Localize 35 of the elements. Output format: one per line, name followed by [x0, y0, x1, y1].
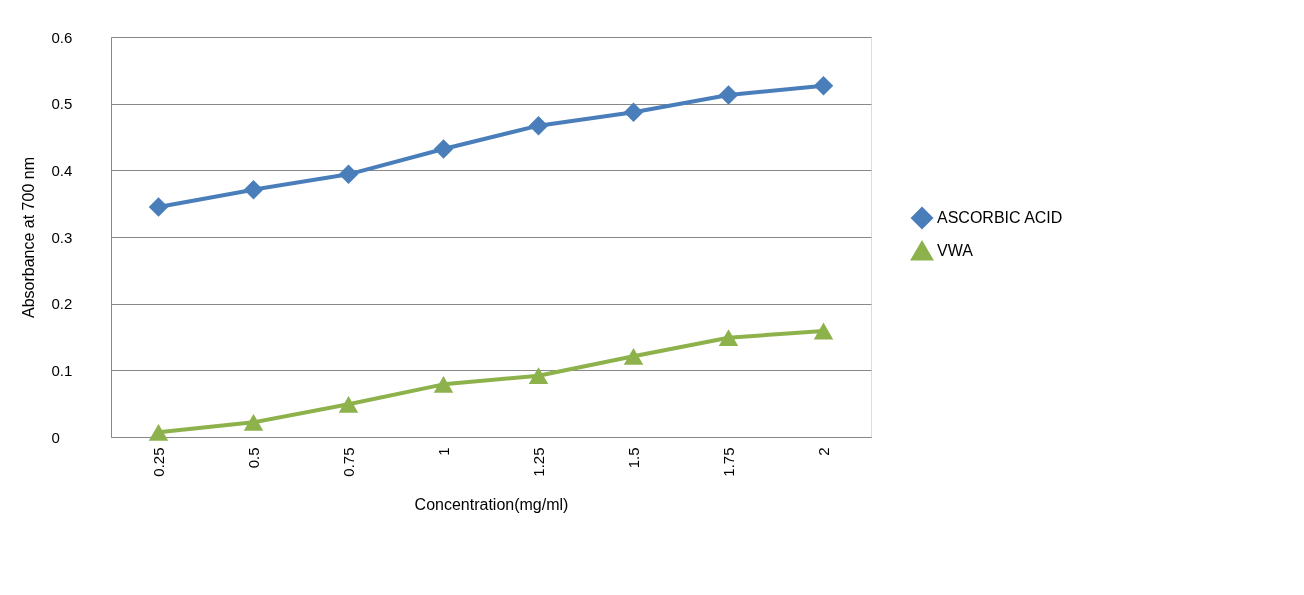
- x-tick-label: 1.25: [530, 447, 547, 477]
- legend-label: ASCORBIC ACID: [937, 209, 1063, 226]
- point: [148, 423, 169, 441]
- point: [243, 179, 264, 200]
- point: [718, 329, 739, 347]
- point: [338, 395, 359, 413]
- y-tick-label: 0.6: [51, 28, 73, 46]
- point: [623, 102, 644, 123]
- y-tick-label: 0.4: [51, 161, 73, 179]
- y-tick-label: 0.3: [51, 228, 73, 246]
- x-tick-label: 0.75: [340, 447, 357, 477]
- point: [338, 164, 359, 185]
- x-tick-label: 0.25: [150, 447, 167, 477]
- point: [718, 85, 739, 105]
- x-tick-label: 1.75: [720, 447, 737, 477]
- y-tick-label: 0.1: [51, 361, 73, 379]
- x-axis-title: Concentration(mg/ml): [414, 495, 569, 513]
- x-tick-label: 1.5: [625, 447, 642, 469]
- legend-label: VWA: [937, 242, 974, 259]
- y-tick-label: 0: [51, 428, 60, 446]
- point: [623, 347, 644, 365]
- point: [813, 322, 834, 340]
- x-tick-label: 0.5: [245, 447, 262, 469]
- point: [528, 115, 549, 136]
- point: [148, 197, 169, 217]
- x-tick-label: 2: [815, 447, 832, 456]
- y-axis-title: Absorbance at 700 nm: [19, 157, 37, 318]
- point: [433, 375, 454, 393]
- point: [813, 75, 834, 96]
- y-tick-label: 0.5: [51, 95, 73, 113]
- point: [433, 139, 454, 159]
- x-tick-label: 1: [435, 447, 452, 456]
- point: [243, 413, 264, 431]
- point: [528, 367, 549, 385]
- y-tick-label: 0.2: [51, 295, 73, 313]
